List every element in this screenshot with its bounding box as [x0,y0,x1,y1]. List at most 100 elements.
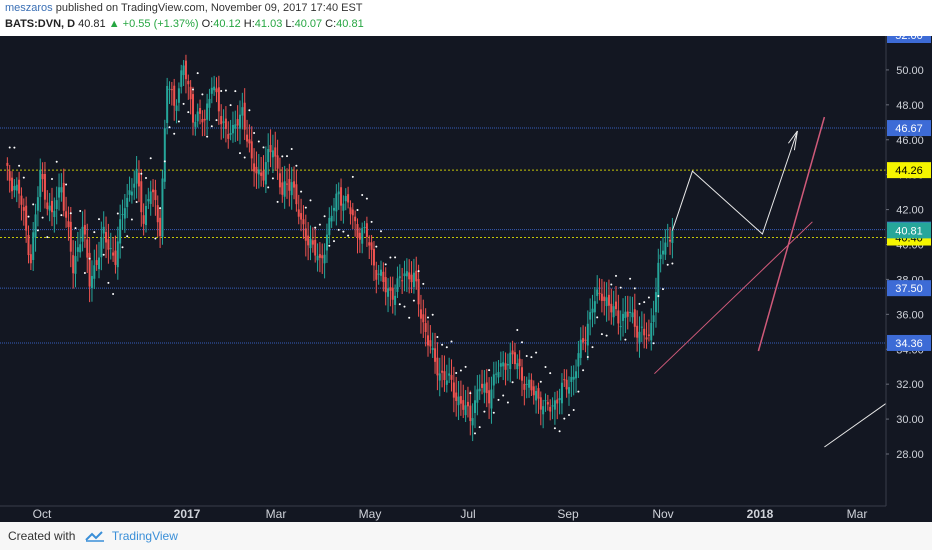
sar-dot [140,172,143,175]
candle-body [612,306,615,318]
candle-body [551,405,554,407]
sar-dot [351,175,354,178]
y-tick-label: 32.00 [896,379,924,391]
sar-dot [243,156,246,159]
candle-body [532,386,535,396]
last-price-label: 40.81 [895,225,923,237]
candle-body [452,382,455,398]
candle-body [389,287,392,291]
candle-body [471,418,474,426]
candle-body [159,217,162,236]
rising-trendline [654,221,813,375]
sar-dot [469,392,472,395]
sar-dot [619,286,622,289]
candle-body [128,190,131,195]
sar-dot [79,210,82,213]
sar-dot [638,302,641,305]
candle-body [229,133,232,135]
candle-body [335,193,338,212]
candle-body [163,128,166,182]
candle-body [220,116,223,125]
sar-dot [314,226,317,229]
candle-body [488,390,491,404]
candle-body [476,389,479,403]
candle-body [396,278,399,292]
candle-body [29,254,32,264]
candle-body [58,187,61,198]
candle-body [424,323,427,333]
sar-dot [337,228,340,231]
candle-body [459,396,462,404]
candle-body [81,226,84,242]
author-link[interactable]: meszaros [5,2,53,14]
close-value: 40.81 [336,18,364,30]
sar-dot [248,109,251,112]
sar-dot [464,365,467,368]
sar-dot [549,372,552,375]
level-52-label: 52.00 [895,36,923,42]
candle-body [184,60,187,80]
sar-dot [389,256,392,259]
sar-dot [535,351,538,354]
sar-dot [55,160,58,163]
sar-dot [154,237,157,240]
candle-body [62,182,65,211]
sar-dot [13,146,16,149]
sar-dot [234,90,237,93]
high-value: 41.03 [254,18,283,30]
candle-body [316,255,319,261]
candle-body [443,371,446,381]
candle-body [311,240,314,245]
candle-body [112,252,115,256]
level-34-36-label: 34.36 [895,338,923,350]
candle-body [271,150,274,158]
candle-body [579,339,582,358]
sar-dot [145,177,147,180]
candle-body [130,191,133,196]
candle-body [203,118,206,121]
sar-dot [478,426,481,429]
sar-dot [121,246,124,249]
candle-body [210,87,213,94]
candle-body [83,225,86,235]
candle-body [600,293,603,301]
candle-body [170,89,173,91]
candle-body [121,214,124,216]
sar-dot [671,262,674,265]
candle-body [412,272,415,288]
sar-dot [610,283,613,286]
candle-body [330,215,333,222]
price-chart[interactable]: 28.0030.0032.0034.0036.0038.0040.0042.00… [0,27,932,522]
sar-dot [657,295,660,298]
candle-body [361,228,364,244]
sar-dot [126,235,129,238]
candle-body [610,303,613,313]
candle-body [650,323,653,341]
symbol-label: BATS:DVN, D [5,18,76,30]
open-value: 40.12 [213,18,241,30]
sar-dot [36,229,39,232]
candle-body [492,374,495,386]
time-axis[interactable] [0,506,932,522]
candle-body [605,297,608,307]
candle-body [586,323,589,346]
chart-frame[interactable]: 28.0030.0032.0034.0036.0038.0040.0042.00… [0,27,932,522]
x-tick-label: Nov [652,507,673,521]
candle-body [105,232,108,243]
candle-body [126,197,129,208]
sar-dot [408,316,411,319]
candle-body [168,88,171,90]
candle-body [563,379,566,381]
sar-dot [605,334,608,337]
candle-body [100,237,103,258]
sar-dot [8,146,11,149]
candle-body [295,184,298,205]
sar-dot [572,408,575,411]
candle-body [518,358,521,367]
tradingview-brand[interactable]: TradingView [111,529,178,543]
price-axis[interactable] [886,36,932,506]
low-value: 40.07 [294,18,323,30]
candle-body [511,350,514,355]
sar-dot [46,236,49,239]
candle-body [264,162,267,185]
